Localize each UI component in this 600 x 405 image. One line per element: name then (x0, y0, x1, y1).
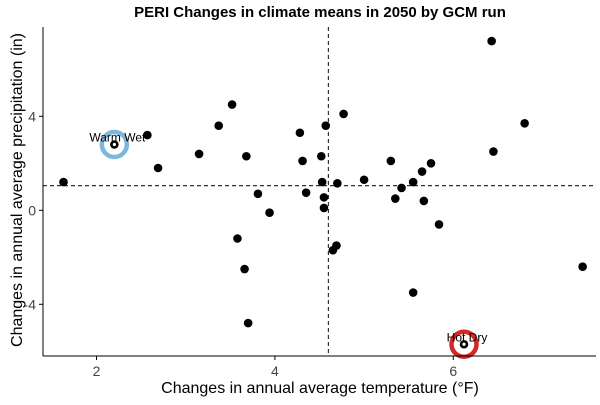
data-point (240, 264, 249, 274)
data-point (233, 234, 242, 243)
data-point (391, 194, 400, 203)
data-point (143, 130, 152, 140)
data-point (317, 177, 327, 187)
data-point (359, 175, 369, 185)
data-point (321, 121, 331, 130)
axes-layer: 2 4 6 -4 0 4 (24, 27, 596, 379)
annotated-point-center (112, 142, 116, 147)
y-tick-label: 0 (28, 202, 36, 218)
y-tick-label: -4 (24, 296, 37, 312)
data-point (319, 193, 329, 202)
data-point (386, 156, 396, 166)
data-point (434, 220, 444, 229)
data-point (319, 203, 329, 213)
reference-lines (43, 27, 596, 356)
data-point (153, 163, 163, 173)
annotations-layer: Warm Wet Hot Dry (89, 129, 488, 359)
data-point (243, 318, 253, 328)
data-point (316, 151, 326, 161)
data-point (214, 121, 224, 130)
data-point (253, 189, 263, 199)
chart-title: PERI Changes in climate means in 2050 by… (134, 4, 506, 21)
data-point (408, 177, 418, 187)
annotation-ring (449, 329, 479, 359)
data-point (59, 177, 68, 187)
x-tick-label: 6 (449, 363, 457, 379)
data-point (265, 208, 274, 217)
data-point (227, 100, 237, 109)
x-tick-label: 2 (93, 363, 101, 379)
x-tick-label: 4 (271, 363, 279, 379)
data-point (408, 288, 418, 297)
data-point (520, 119, 529, 128)
data-point (417, 167, 427, 176)
data-point (339, 109, 348, 119)
data-point (489, 147, 498, 156)
x-axis-label: Changes in annual average temperature (°… (161, 380, 479, 397)
annotation-ring (99, 129, 130, 160)
data-point (194, 149, 204, 159)
data-point (295, 128, 305, 138)
data-point (298, 156, 307, 166)
y-tick-label: 4 (28, 108, 36, 124)
data-point (242, 151, 251, 161)
data-point (578, 262, 587, 272)
data-point (487, 36, 496, 46)
points-layer (59, 36, 587, 328)
data-point (426, 159, 436, 168)
data-point (333, 178, 342, 188)
annotated-point-center (462, 342, 466, 346)
y-axis-label: Changes in annual average precipitation … (9, 33, 26, 347)
annotation-label: Warm Wet (89, 131, 146, 145)
data-point (301, 188, 311, 197)
data-point (397, 183, 406, 193)
data-point (419, 196, 429, 206)
annotation-label: Hot Dry (447, 330, 488, 344)
data-point (332, 241, 341, 250)
